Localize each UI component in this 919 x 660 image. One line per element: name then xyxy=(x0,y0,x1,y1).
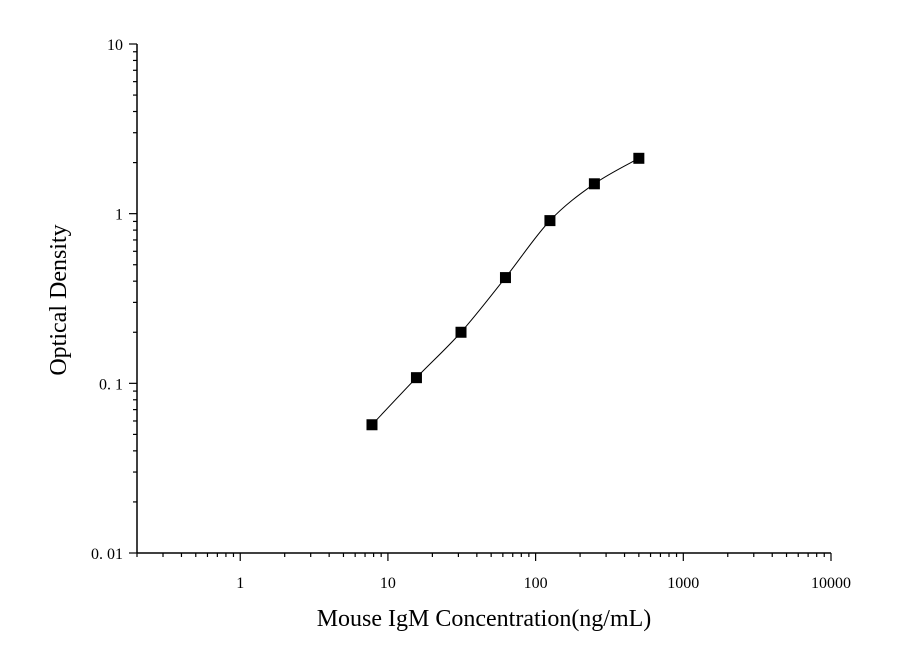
x-tick-label: 10 xyxy=(380,575,396,592)
x-tick-label: 10000 xyxy=(811,575,851,592)
fit-curve xyxy=(371,157,640,426)
x-tick-label: 1000 xyxy=(667,575,699,592)
x-axis-title: Mouse IgM Concentration(ng/mL) xyxy=(317,606,652,632)
data-point xyxy=(499,272,511,284)
y-axis-title: Optical Density xyxy=(46,224,72,375)
data-point xyxy=(410,372,422,384)
y-tick-label: 10 xyxy=(107,37,123,54)
y-tick-label: 0. 01 xyxy=(91,546,123,563)
y-tick-label: 0. 1 xyxy=(99,376,123,393)
x-tick-label: 100 xyxy=(524,575,548,592)
data-point xyxy=(588,178,600,190)
x-tick-label: 1 xyxy=(236,575,244,592)
axes: 1 10 100 1000 10000 0. 01 0. 1 1 10 xyxy=(91,37,851,592)
series xyxy=(366,152,645,431)
data-point xyxy=(544,215,556,227)
data-point xyxy=(366,419,378,431)
data-point xyxy=(633,152,645,164)
data-point xyxy=(455,326,467,338)
y-tick-label: 1 xyxy=(115,207,123,224)
